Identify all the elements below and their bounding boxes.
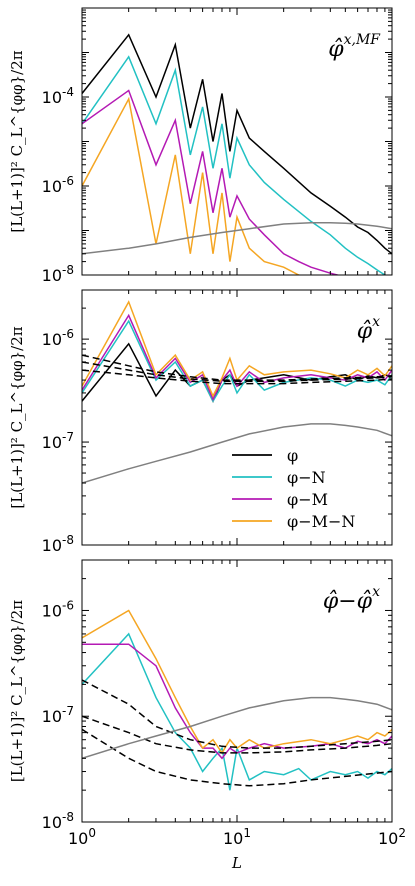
x-tick-label: 102 [378,826,406,848]
panel-label: φ̂−φ̂x [323,584,380,614]
series-line-6 [82,696,392,760]
dashed-series-line-5 [82,728,392,787]
panel-2: 10-8 10-7 10-6 [L(L+1)]² C_L^{φφ}/2π φ̂x φ φ−N… [8,289,393,555]
y-tick-label: 10-7 [42,704,74,726]
y-tick-label: 10-6 [42,174,74,196]
series-line-2 [82,89,341,275]
series-line-1 [82,643,392,760]
x-tick-label: 100 [68,826,96,848]
legend-label: φ−M−N [287,512,355,531]
y-axis-label: [L(L+1)]² C_L^{φφ}/2π [8,50,26,232]
dashed-series-line-3 [82,679,392,749]
series-line-4 [82,221,392,255]
panel-3: 10-8 10-7 10-6 100 101 102 L [L(L+1)]² C_L^{φφ}… [8,559,406,872]
y-tick-label: 10-6 [42,327,74,349]
series-line-2 [82,313,392,402]
plot-frame [81,289,393,546]
y-tick-label: 10-8 [42,533,74,555]
dashed-series-line-5 [82,361,392,382]
y-tick-label: 10-6 [42,598,74,620]
x-axis-label: L [231,854,242,872]
panel-1: 10-8 10-6 10-4 [L(L+1)]² C_L^{φφ}/2π φ̂x,MF [8,7,393,285]
panel-label: φ̂x,MF [328,32,381,62]
y-tick-label: 10-4 [42,85,74,107]
series-line-7 [82,423,392,484]
series-line-1 [82,319,392,403]
y-tick-label: 10-7 [42,430,74,452]
y-tick-label: 10-8 [42,810,74,832]
series-line-1 [82,55,388,275]
y-axis-label: [L(L+1)]² C_L^{φφ}/2π [8,326,26,508]
series-line-0 [82,33,392,255]
series-line-0 [82,632,392,791]
y-tick-label: 10-8 [42,263,74,285]
legend-label: φ [287,446,298,465]
series-line-3 [82,96,301,275]
y-axis-label: [L(L+1)]² C_L^{φφ}/2π [8,600,26,782]
panel-label: φ̂x [357,314,380,344]
legend-label: φ−M [287,490,328,509]
legend-label: φ−N [287,468,326,487]
series-line-3 [82,300,392,398]
dashed-series-line-4 [82,354,392,381]
dashed-series-line-4 [82,715,392,754]
dashed-series-line-6 [82,369,392,385]
x-tick-label: 101 [223,826,251,848]
series-line-2 [82,609,392,755]
